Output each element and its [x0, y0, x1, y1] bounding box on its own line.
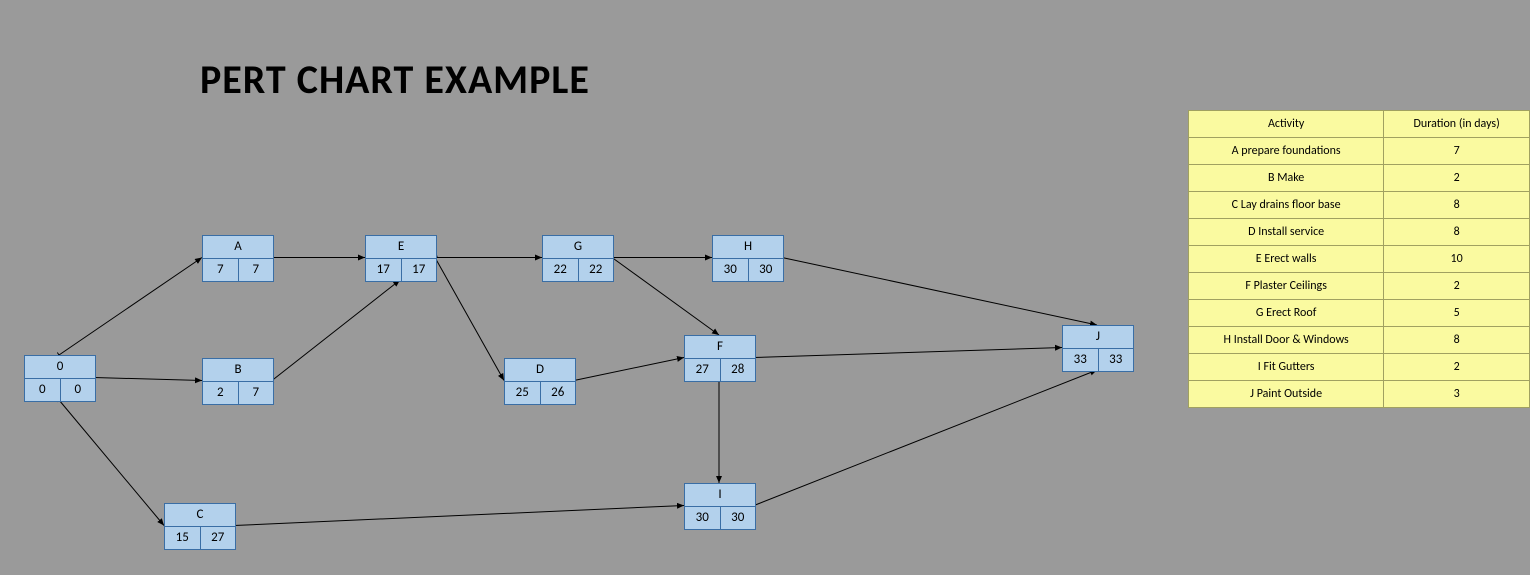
activity-table: ActivityDuration (in days) A prepare fou… [1188, 110, 1530, 408]
edge-E-D [435, 258, 504, 381]
node-late: 27 [201, 527, 236, 549]
node-label: D [505, 359, 575, 382]
edge-start-A [59, 258, 202, 356]
node-late: 17 [402, 259, 437, 281]
node-late: 0 [61, 379, 96, 401]
node-early: 7 [203, 259, 239, 281]
table-cell: F Plaster Ceilings [1189, 273, 1384, 300]
node-early: 33 [1063, 349, 1099, 371]
node-label: C [165, 504, 235, 527]
table-row: I Fit Gutters2 [1189, 354, 1530, 381]
node-late: 26 [541, 382, 576, 404]
edge-H-J [782, 258, 1097, 326]
activity-table-header: Duration (in days) [1384, 111, 1530, 138]
table-cell: 8 [1384, 327, 1530, 354]
node-early: 22 [543, 259, 579, 281]
node-label: G [543, 236, 613, 259]
table-cell: D Install service [1189, 219, 1384, 246]
table-row: J Paint Outside3 [1189, 381, 1530, 408]
node-late: 28 [721, 359, 756, 381]
node-label: 0 [25, 356, 95, 379]
node-label: B [203, 359, 273, 382]
node-label: J [1063, 326, 1133, 349]
edge-start-C [59, 400, 164, 526]
table-row: D Install service8 [1189, 219, 1530, 246]
node-late: 33 [1099, 349, 1134, 371]
node-label: F [685, 336, 755, 359]
node-early: 17 [366, 259, 402, 281]
pert-node-A: A77 [202, 235, 274, 282]
pert-node-start: 000 [24, 355, 96, 402]
table-cell: H Install Door & Windows [1189, 327, 1384, 354]
table-cell: 3 [1384, 381, 1530, 408]
node-early: 15 [165, 527, 201, 549]
table-cell: A prepare foundations [1189, 138, 1384, 165]
table-row: G Erect Roof5 [1189, 300, 1530, 327]
node-late: 30 [721, 507, 756, 529]
table-cell: 5 [1384, 300, 1530, 327]
pert-node-G: G2222 [542, 235, 614, 282]
pert-node-J: J3333 [1062, 325, 1134, 372]
node-early: 30 [713, 259, 749, 281]
table-cell: 8 [1384, 219, 1530, 246]
edge-start-B [94, 378, 202, 381]
table-cell: 2 [1384, 354, 1530, 381]
node-label: E [366, 236, 436, 259]
edge-C-I [234, 506, 684, 526]
pert-node-I: I3030 [684, 483, 756, 530]
table-cell: 7 [1384, 138, 1530, 165]
table-row: C Lay drains floor base8 [1189, 192, 1530, 219]
edge-D-F [574, 358, 684, 381]
edge-B-E [272, 280, 400, 381]
table-cell: J Paint Outside [1189, 381, 1384, 408]
pert-node-D: D2526 [504, 358, 576, 405]
node-early: 0 [25, 379, 61, 401]
node-early: 30 [685, 507, 721, 529]
pert-node-B: B27 [202, 358, 274, 405]
node-label: I [685, 484, 755, 507]
edge-G-F [612, 258, 719, 336]
table-row: F Plaster Ceilings2 [1189, 273, 1530, 300]
edge-F-J [754, 348, 1062, 358]
table-cell: C Lay drains floor base [1189, 192, 1384, 219]
table-cell: I Fit Gutters [1189, 354, 1384, 381]
node-late: 22 [579, 259, 614, 281]
table-cell: B Make [1189, 165, 1384, 192]
table-row: H Install Door & Windows8 [1189, 327, 1530, 354]
table-row: E Erect walls10 [1189, 246, 1530, 273]
pert-node-E: E1717 [365, 235, 437, 282]
table-cell: 8 [1384, 192, 1530, 219]
pert-node-C: C1527 [164, 503, 236, 550]
node-early: 27 [685, 359, 721, 381]
table-row: A prepare foundations7 [1189, 138, 1530, 165]
activity-table-header: Activity [1189, 111, 1384, 138]
node-late: 7 [239, 382, 274, 404]
table-cell: E Erect walls [1189, 246, 1384, 273]
table-row: B Make2 [1189, 165, 1530, 192]
node-label: H [713, 236, 783, 259]
node-late: 7 [239, 259, 274, 281]
table-cell: 2 [1384, 165, 1530, 192]
node-late: 30 [749, 259, 784, 281]
node-early: 25 [505, 382, 541, 404]
node-early: 2 [203, 382, 239, 404]
table-cell: 10 [1384, 246, 1530, 273]
pert-node-F: F2728 [684, 335, 756, 382]
table-cell: G Erect Roof [1189, 300, 1384, 327]
table-cell: 2 [1384, 273, 1530, 300]
edge-I-J [754, 370, 1097, 506]
node-label: A [203, 236, 273, 259]
pert-node-H: H3030 [712, 235, 784, 282]
